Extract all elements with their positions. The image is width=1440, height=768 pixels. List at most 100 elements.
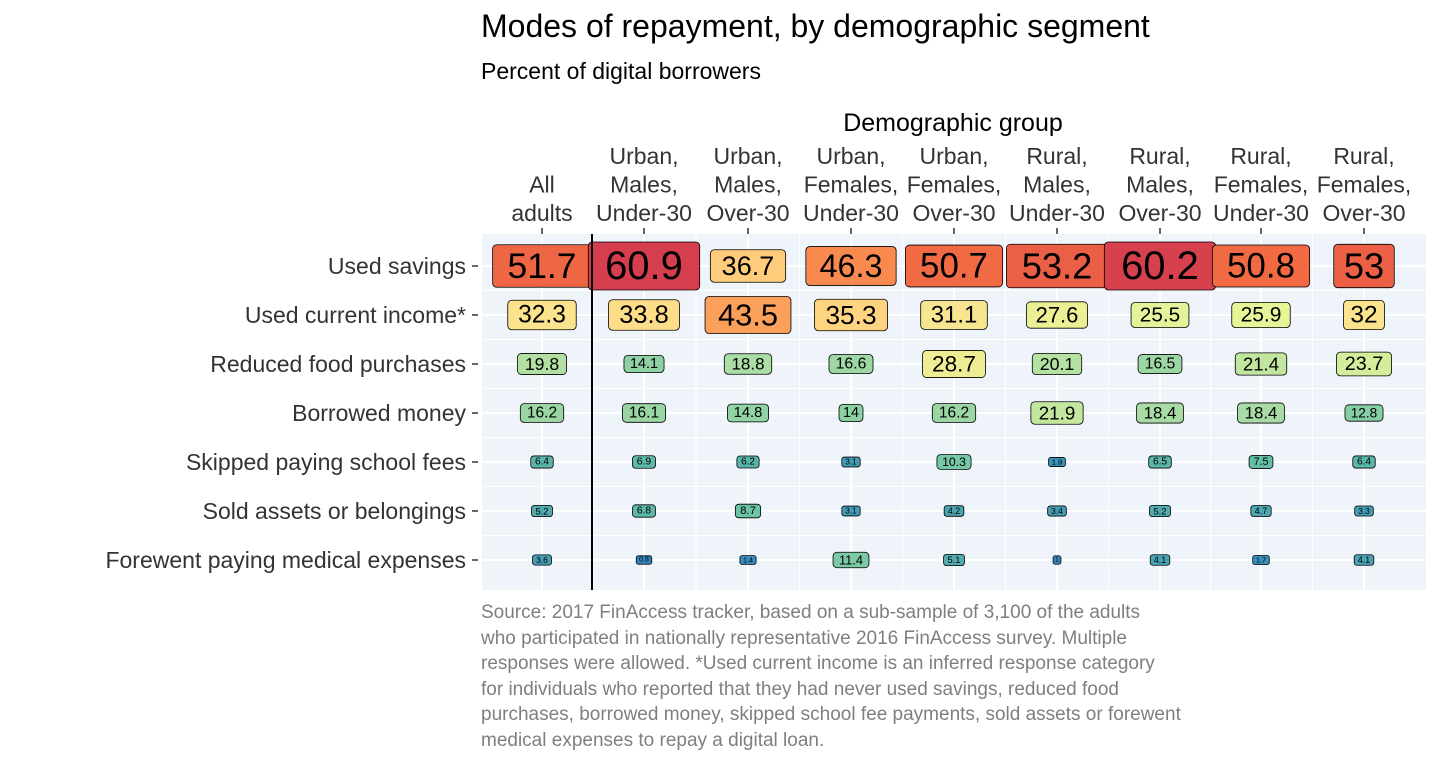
cell-value-label: 6.5	[1153, 457, 1167, 468]
cell-value-label: 6.8	[637, 506, 652, 517]
cell-value-label: 53.2	[1022, 246, 1093, 287]
cell-value-label: 3.1	[845, 507, 857, 516]
cell-value-label: 6.2	[741, 457, 755, 468]
heatmap-cell	[1333, 243, 1395, 289]
heatmap-cell	[1136, 402, 1184, 424]
cell-value-label: 51.7	[508, 246, 577, 286]
heatmap-cell	[1026, 301, 1088, 329]
heatmap-cell	[517, 353, 567, 375]
heatmap-cell	[936, 454, 972, 470]
heatmap-cell	[1149, 554, 1171, 566]
heatmap-cell	[519, 403, 565, 423]
cell-value-label: 1	[1055, 557, 1059, 564]
y-tick-label: Reduced food purchases	[210, 351, 466, 377]
heatmap-cell	[1148, 455, 1172, 469]
cell-value-label: 19.8	[525, 354, 559, 374]
cell-value-label: 21.9	[1039, 403, 1076, 424]
y-tick-label: Sold assets or belongings	[203, 498, 466, 524]
heatmap-cell	[943, 553, 965, 567]
cell-value-label: 3.3	[1358, 506, 1370, 516]
x-tick-label: Urban, Males, Under-30	[596, 143, 692, 226]
heatmap-cell	[622, 403, 666, 423]
heatmap-cell	[832, 551, 870, 569]
cell-value-label: 3.6	[536, 555, 548, 565]
x-tick-label: Rural, Females, Under-30	[1213, 143, 1309, 226]
cell-value-label: 4.7	[1255, 506, 1268, 516]
heatmap-cell	[709, 249, 787, 283]
cell-value-label: 46.3	[819, 248, 882, 284]
cell-value-label: 50.7	[920, 247, 988, 286]
heatmap-cell	[838, 403, 864, 423]
cell-value-label: 1.7	[1256, 556, 1266, 565]
heatmap-cell	[532, 554, 552, 566]
heatmap-cell	[507, 299, 577, 331]
cell-value-label: 14.1	[630, 356, 658, 372]
heatmap-cell	[1352, 455, 1376, 469]
y-tick-label: Used current income*	[245, 302, 466, 328]
cell-value-label: 50.8	[1227, 247, 1295, 286]
cell-value-label: 16.6	[836, 356, 867, 373]
heatmap-cell	[727, 403, 769, 423]
heatmap-cell	[635, 555, 653, 565]
cell-value-label: 35.3	[825, 300, 876, 330]
x-tick-label: Rural, Males, Over-30	[1118, 143, 1201, 226]
heatmap-cell	[1137, 354, 1183, 374]
cell-value-label: 8.7	[740, 505, 756, 517]
heatmap-cell	[736, 455, 760, 469]
cell-value-label: 3.1	[845, 458, 857, 467]
heatmap-cell	[623, 354, 665, 374]
chart-subtitle: Percent of digital borrowers	[481, 58, 761, 84]
heatmap-cell	[1353, 554, 1375, 566]
cell-value-label: 12.8	[1351, 406, 1378, 421]
cell-value-label: 6.4	[1357, 457, 1371, 468]
cell-value-label: 53	[1344, 246, 1384, 287]
heatmap-cell	[931, 403, 977, 423]
cell-value-label: 16.5	[1145, 356, 1176, 373]
cell-value-label: 23.7	[1345, 353, 1383, 375]
caption-line: who participated in nationally represent…	[481, 627, 1127, 649]
caption-line: for individuals who reported that they h…	[481, 678, 1119, 700]
cell-value-label: 4.2	[948, 506, 960, 516]
chart-caption: Source: 2017 FinAccess tracker, based on…	[481, 600, 1381, 753]
x-tick-label: Urban, Females, Under-30	[803, 143, 899, 226]
cell-value-label: 28.7	[932, 352, 976, 377]
cell-value-label: 27.6	[1036, 303, 1079, 328]
cell-value-label: 0.8	[639, 557, 649, 564]
heatmap-cell	[905, 244, 1003, 288]
heatmap-cell	[1344, 404, 1384, 422]
heatmap-cell	[814, 298, 888, 332]
chart-title: Modes of repayment, by demographic segme…	[481, 8, 1150, 44]
cell-value-label: 1.4	[743, 556, 753, 565]
cell-value-label: 21.4	[1243, 354, 1279, 375]
heatmap-cell	[1149, 504, 1171, 518]
heatmap-cell	[723, 353, 773, 375]
cell-value-label: 25.5	[1140, 304, 1180, 327]
heatmap-cell	[922, 350, 986, 378]
heatmap-cell	[805, 246, 897, 286]
caption-line: purchases, borrowed money, skipped schoo…	[481, 704, 1181, 725]
heatmap-cell	[1052, 555, 1062, 565]
cell-value-label: 5.2	[1153, 506, 1166, 517]
cell-value-label: 32	[1350, 302, 1377, 329]
cell-value-label: 1.9	[1052, 458, 1063, 467]
heatmap-cell	[1250, 505, 1272, 517]
heatmap-cell	[632, 455, 656, 469]
heatmap-cell	[841, 505, 861, 517]
x-tick-label: Rural, Males, Under-30	[1009, 143, 1105, 226]
heatmap-cell	[734, 503, 762, 519]
heatmap-cell	[1354, 505, 1374, 517]
x-tick-label: All adults	[511, 172, 572, 227]
cell-value-label: 16.2	[527, 405, 557, 422]
heatmap-cell	[1047, 505, 1067, 517]
heatmap-cell	[1252, 555, 1270, 565]
caption-line: medical expenses to repay a digital loan…	[481, 729, 825, 751]
cell-value-label: 16.2	[939, 405, 969, 422]
heatmap-cell	[841, 456, 861, 468]
cell-value-label: 18.8	[731, 355, 764, 374]
x-tick-label: Rural, Females, Over-30	[1317, 143, 1412, 226]
heatmap-cell	[739, 555, 757, 565]
heatmap-cell	[1248, 455, 1274, 469]
heatmap-cell	[828, 354, 874, 374]
cell-value-label: 14	[843, 405, 859, 421]
